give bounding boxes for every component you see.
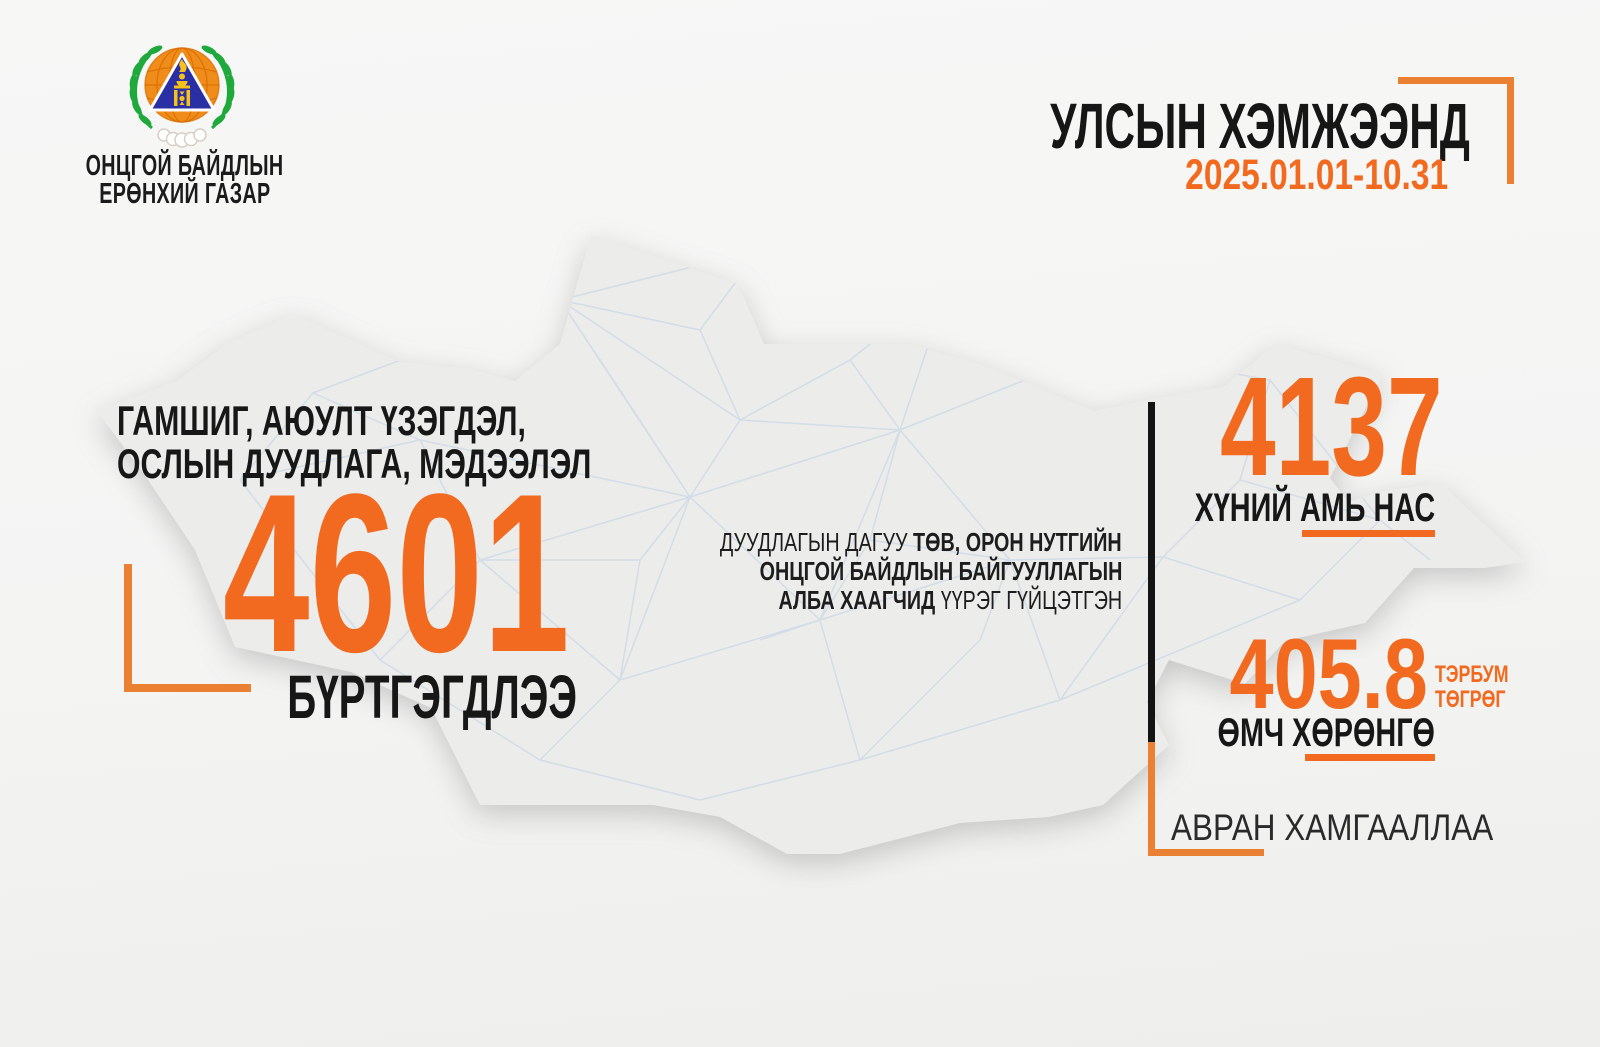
property-saved-value: 405.8 [1229,618,1428,729]
lives-saved-value: 4137 [1220,347,1443,505]
page-title: УЛСЫН ХЭМЖЭЭНД [1050,90,1470,162]
property-unit-line2: ТӨГРӨГ [1435,686,1506,713]
mongolia-silhouette [97,235,1525,854]
corner-bracket-top-right-vertical [1507,77,1514,184]
corner-bracket-left-vertical [124,564,132,692]
disaster-calls-label-line1: ГАМШИГ, АЮУЛТ ҮЗЭГДЭЛ, [117,397,526,444]
lives-underline [1302,530,1435,537]
rescue-verb: АВРАН ХАМГААЛЛАА [1171,807,1494,848]
center-note-line2: ОНЦГОЙ БАЙДЛЫН БАЙГУУЛЛАГЫН [759,556,1122,586]
cotton-flowers [157,128,207,148]
property-saved-label: ӨМЧ ХӨРӨНГӨ [1217,711,1435,755]
corner-bracket-top-right-horizontal [1398,77,1514,84]
disaster-calls-label: ГАМШИГ, АЮУЛТ ҮЗЭГДЭЛ, ОСЛЫН ДУУДЛАГА, М… [117,399,776,485]
corner-bracket-left-horizontal [124,684,251,692]
lives-saved-label: ХҮНИЙ АМЬ НАС [1194,486,1435,530]
corner-bracket-bottom-right-horizontal [1148,849,1264,856]
org-name-line1: ОНЦГОЙ БАЙДЛЫН [86,150,284,182]
property-underline [1305,754,1435,761]
nema-emblem [129,45,235,148]
disaster-calls-label-line2: ОСЛЫН ДУУДЛАГА, МЭДЭЭЛЭЛ [117,440,592,487]
property-unit-line1: ТЭРБУМ [1435,661,1509,688]
report-period: 2025.01.01-10.31 [1185,151,1448,199]
disaster-calls-value: 4601 [223,446,570,699]
divider-line-orange [1148,742,1155,856]
divider-line-black [1148,402,1155,742]
soyombo-triangle [148,52,216,112]
center-note-line3: АЛБА ХААГЧИД ҮҮРЭГ ГҮЙЦЭТГЭН [778,585,1122,615]
laurel-wreath [129,45,235,130]
disaster-calls-verb: БҮРТГЭГДЛЭЭ [287,663,577,731]
org-name: ОНЦГОЙ БАЙДЛЫН ЕРӨНХИЙ ГАЗАР [35,150,335,210]
property-unit: ТЭРБУМ ТӨГРӨГ [1435,662,1534,712]
center-note: ДУУДЛАГЫН ДАГУУ ТӨВ, ОРОН НУТГИЙН ОНЦГОЙ… [593,528,1122,615]
org-name-line2: ЕРӨНХИЙ ГАЗАР [99,178,271,210]
center-note-line1: ДУУДЛАГЫН ДАГУУ ТӨВ, ОРОН НУТГИЙН [720,527,1122,557]
